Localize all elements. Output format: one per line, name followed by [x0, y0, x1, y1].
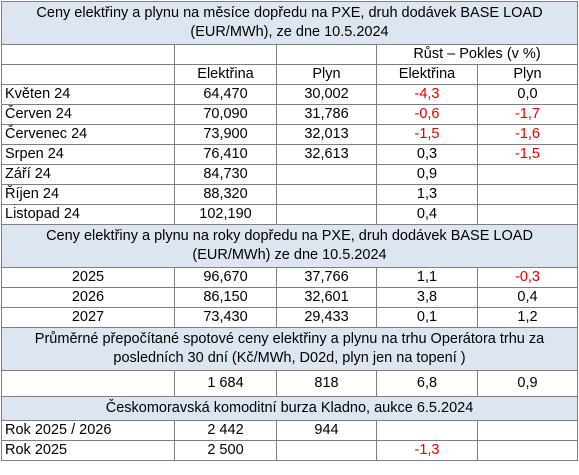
column-header: Plyn — [276, 64, 377, 85]
change-cell: 0,1 — [376, 307, 478, 328]
change-cell: -1,3 — [376, 440, 478, 461]
change-header-row: Růst – Pokles (v %) — [1, 44, 578, 65]
change-cell: -1,5 — [477, 144, 578, 165]
change-cell — [477, 440, 578, 461]
price-cell — [276, 164, 377, 185]
change-cell: -1,7 — [477, 104, 578, 125]
column-header-row: Elektřina Plyn Elektřina Plyn — [1, 64, 578, 85]
title-row: Průměrné přepočítané spotové ceny elektř… — [1, 327, 578, 371]
data-row: Rok 2025 / 2026 2 442 944 — [1, 420, 578, 441]
change-cell: 1,2 — [477, 307, 578, 328]
data-row: Červen 24 70,090 31,786 -0,6 -1,7 — [1, 104, 578, 125]
price-cell: 96,670 — [174, 267, 277, 288]
change-cell — [477, 204, 578, 225]
change-cell — [477, 184, 578, 205]
price-cell: 2 442 — [174, 420, 277, 441]
change-cell: 0,3 — [376, 144, 478, 165]
data-row: 2027 73,430 29,433 0,1 1,2 — [1, 307, 578, 328]
empty-cell — [174, 44, 277, 65]
row-label: Květen 24 — [1, 84, 175, 105]
column-header: Elektřina — [174, 64, 277, 85]
title-row: Ceny elektřiny a plynu na měsíce dopředu… — [1, 1, 578, 45]
price-cell: 31,786 — [276, 104, 377, 125]
price-cell: 30,002 — [276, 84, 377, 105]
section-title: Českomoravská komoditní burza Kladno, au… — [1, 396, 578, 421]
price-table: Ceny elektřiny a plynu na měsíce dopředu… — [1, 1, 578, 461]
price-cell: 88,320 — [174, 184, 277, 205]
price-cell: 1 684 — [174, 370, 277, 397]
price-cell: 102,190 — [174, 204, 277, 225]
data-row: 2025 96,670 37,766 1,1 -0,3 — [1, 267, 578, 288]
change-cell: -0,3 — [477, 267, 578, 288]
price-cell — [276, 440, 377, 461]
change-cell: 0,0 — [477, 84, 578, 105]
section-title: Ceny elektřiny a plynu na měsíce dopředu… — [1, 1, 578, 45]
change-cell: 0,4 — [376, 204, 478, 225]
data-row: 2026 86,150 32,601 3,8 0,4 — [1, 287, 578, 308]
price-cell: 32,601 — [276, 287, 377, 308]
row-label: Červenec 24 — [1, 124, 175, 145]
price-cell — [276, 204, 377, 225]
change-cell: 1,3 — [376, 184, 478, 205]
price-cell: 2 500 — [174, 440, 277, 461]
data-row: Říjen 24 88,320 1,3 — [1, 184, 578, 205]
title-row: Českomoravská komoditní burza Kladno, au… — [1, 396, 578, 421]
price-cell: 64,470 — [174, 84, 277, 105]
data-row: Rok 2025 2 500 -1,3 — [1, 440, 578, 461]
row-label: Září 24 — [1, 164, 175, 185]
change-cell: 3,8 — [376, 287, 478, 308]
section-title: Průměrné přepočítané spotové ceny elektř… — [1, 327, 578, 371]
price-cell: 29,433 — [276, 307, 377, 328]
change-cell — [477, 420, 578, 441]
row-label — [1, 370, 175, 397]
row-label: Srpen 24 — [1, 144, 175, 165]
change-cell — [477, 164, 578, 185]
row-label: Červen 24 — [1, 104, 175, 125]
data-row: Září 24 84,730 0,9 — [1, 164, 578, 185]
data-row: Srpen 24 76,410 32,613 0,3 -1,5 — [1, 144, 578, 165]
column-header: Elektřina — [376, 64, 478, 85]
change-cell: 6,8 — [376, 370, 478, 397]
price-cell: 32,613 — [276, 144, 377, 165]
row-label: 2025 — [1, 267, 175, 288]
change-cell — [376, 420, 478, 441]
change-cell: -0,6 — [376, 104, 478, 125]
change-cell: 1,1 — [376, 267, 478, 288]
price-cell: 73,900 — [174, 124, 277, 145]
empty-cell — [276, 44, 377, 65]
change-header: Růst – Pokles (v %) — [376, 44, 578, 65]
price-cell: 73,430 — [174, 307, 277, 328]
data-row: 1 684 818 6,8 0,9 — [1, 370, 578, 397]
row-label: Listopad 24 — [1, 204, 175, 225]
change-cell: 0,4 — [477, 287, 578, 308]
change-cell: 0,9 — [376, 164, 478, 185]
title-row: Ceny elektřiny a plynu na roky dopředu n… — [1, 224, 578, 268]
change-cell: -1,5 — [376, 124, 478, 145]
change-cell: -1,6 — [477, 124, 578, 145]
row-label: 2026 — [1, 287, 175, 308]
price-cell: 37,766 — [276, 267, 377, 288]
price-cell: 76,410 — [174, 144, 277, 165]
price-cell: 70,090 — [174, 104, 277, 125]
change-cell: -4,3 — [376, 84, 478, 105]
data-row: Červenec 24 73,900 32,013 -1,5 -1,6 — [1, 124, 578, 145]
row-label: Rok 2025 / 2026 — [1, 420, 175, 441]
data-row: Listopad 24 102,190 0,4 — [1, 204, 578, 225]
data-row: Květen 24 64,470 30,002 -4,3 0,0 — [1, 84, 578, 105]
row-label: Říjen 24 — [1, 184, 175, 205]
empty-cell — [1, 64, 175, 85]
empty-cell — [1, 44, 175, 65]
price-cell: 944 — [276, 420, 377, 441]
price-cell: 84,730 — [174, 164, 277, 185]
row-label: 2027 — [1, 307, 175, 328]
column-header: Plyn — [477, 64, 578, 85]
change-cell: 0,9 — [477, 370, 578, 397]
price-cell — [276, 184, 377, 205]
price-cell: 818 — [276, 370, 377, 397]
price-cell: 32,013 — [276, 124, 377, 145]
row-label: Rok 2025 — [1, 440, 175, 461]
section-title: Ceny elektřiny a plynu na roky dopředu n… — [1, 224, 578, 268]
price-cell: 86,150 — [174, 287, 277, 308]
